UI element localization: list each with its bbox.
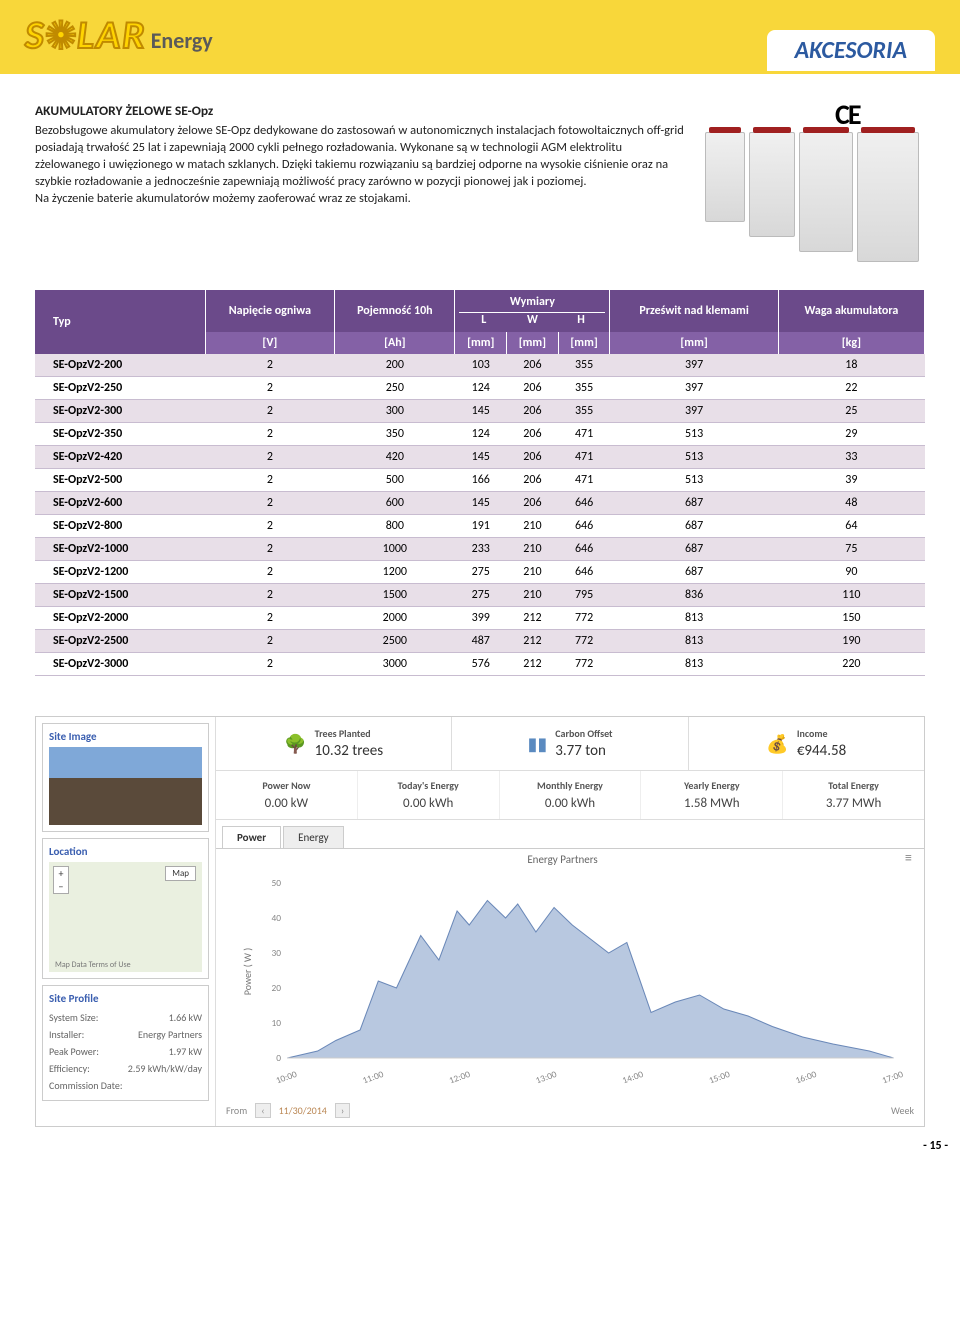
tab-energy[interactable]: Energy	[283, 826, 343, 848]
th-v: [V]	[205, 332, 335, 354]
logo-main: S☀LAR	[25, 10, 147, 59]
svg-text:10:00: 10:00	[274, 1069, 298, 1086]
table-row: SE-OpzV2-200220010320635539718	[35, 354, 925, 377]
chart-tabs: Power Energy	[216, 820, 924, 848]
th-napiecie: Napięcie ogniwa	[205, 290, 335, 332]
table-row: SE-OpzV2-250225012420635539722	[35, 377, 925, 400]
svg-text:30: 30	[272, 948, 282, 959]
svg-text:40: 40	[272, 913, 282, 924]
page-number: - 15 -	[923, 1139, 948, 1153]
chart-menu-icon[interactable]: ≡	[905, 849, 924, 866]
map[interactable]: +− Map Map Data Terms of Use	[49, 862, 202, 972]
page-title: AKCESORIA	[767, 30, 935, 71]
dashboard: Site Image Location +− Map Map Data Term…	[35, 716, 925, 1127]
svg-text:12:00: 12:00	[448, 1069, 472, 1086]
profile-row: Peak Power:1.97 kW	[49, 1043, 202, 1060]
profile-row: Installer:Energy Partners	[49, 1026, 202, 1043]
site-image-panel: Site Image	[42, 723, 209, 832]
stat-box: ▮▮ Carbon Offset3.77 ton	[452, 717, 688, 770]
th-przeswit: Prześwit nad klemami	[610, 290, 778, 332]
svg-text:10: 10	[272, 1018, 282, 1029]
zoom-control[interactable]: +−	[53, 866, 69, 894]
th-mm-w: [mm]	[507, 332, 559, 354]
footer-date: 11/30/2014	[279, 1104, 327, 1117]
energy-box: Power Now0.00 kW	[216, 771, 358, 819]
site-profile-label: Site Profile	[49, 992, 202, 1005]
th-ah: [Ah]	[335, 332, 455, 354]
th-kg: [kg]	[778, 332, 924, 354]
intro-body: Bezobsługowe akumulatory żelowe SE-Opz d…	[35, 123, 685, 207]
chart-ylabel: Power ( W )	[241, 948, 254, 995]
intro-heading: AKUMULATORY ŻELOWE SE-Opz	[35, 102, 685, 120]
table-row: SE-OpzV2-10002100023321064668775	[35, 538, 925, 561]
map-attrib: Map Data Terms of Use	[55, 960, 131, 970]
energy-box: Today's Energy0.00 kWh	[358, 771, 500, 819]
th-waga: Waga akumulatora	[778, 290, 924, 332]
power-chart: 0 10 20 30 40 50 10:00 11:00 12:00 13:00 14:00 15:0…	[256, 878, 904, 1088]
site-image	[49, 747, 202, 825]
footer-from: From	[226, 1104, 247, 1117]
tab-power[interactable]: Power	[222, 826, 281, 848]
energy-box: Monthly Energy0.00 kWh	[500, 771, 642, 819]
th-mm-l: [mm]	[455, 332, 507, 354]
svg-text:16:00: 16:00	[794, 1069, 818, 1086]
energy-box: Yearly Energy1.58 MWh	[641, 771, 783, 819]
spec-table: Typ Napięcie ogniwa Pojemność 10h Wymiar…	[35, 290, 925, 676]
location-panel: Location +− Map Map Data Terms of Use	[42, 838, 209, 979]
table-row: SE-OpzV2-350235012420647151329	[35, 423, 925, 446]
th-typ: Typ	[35, 290, 205, 354]
table-row: SE-OpzV2-800280019121064668764	[35, 515, 925, 538]
table-row: SE-OpzV2-300023000576212772813220	[35, 653, 925, 676]
logo-sub: Energy	[151, 27, 213, 54]
site-image-label: Site Image	[49, 730, 202, 743]
table-row: SE-OpzV2-420242014520647151333	[35, 446, 925, 469]
th-mm-p: [mm]	[610, 332, 778, 354]
th-pojemnosc: Pojemność 10h	[335, 290, 455, 332]
table-row: SE-OpzV2-500250016620647151339	[35, 469, 925, 492]
th-wymiary: Wymiary L W H	[455, 290, 610, 332]
profile-row: Efficiency:2.59 kWh/kW/day	[49, 1060, 202, 1077]
profile-row: Commission Date:	[49, 1077, 202, 1094]
intro-text: AKUMULATORY ŻELOWE SE-Opz Bezobsługowe a…	[35, 102, 685, 262]
stat-box: 🌳 Trees Planted10.32 trees	[216, 717, 452, 770]
map-type-button[interactable]: Map	[165, 866, 196, 881]
table-row: SE-OpzV2-200022000399212772813150	[35, 607, 925, 630]
product-image: CE	[705, 102, 925, 262]
th-mm-h: [mm]	[558, 332, 610, 354]
profile-row: System Size:1.66 kW	[49, 1009, 202, 1026]
table-row: SE-OpzV2-300230014520635539725	[35, 400, 925, 423]
svg-text:17:00: 17:00	[881, 1069, 904, 1086]
svg-text:15:00: 15:00	[707, 1069, 731, 1086]
carbon-icon: ▮▮	[527, 733, 547, 755]
location-label: Location	[49, 845, 202, 858]
svg-text:11:00: 11:00	[361, 1069, 385, 1086]
money-icon: 💰	[766, 733, 788, 755]
header-band: S☀LAR Energy AKCESORIA	[0, 0, 960, 74]
stat-box: 💰 Income€944.58	[689, 717, 924, 770]
svg-text:14:00: 14:00	[621, 1069, 645, 1086]
table-row: SE-OpzV2-150021500275210795836110	[35, 584, 925, 607]
trees-icon: 🌳	[284, 733, 306, 755]
site-profile-panel: Site Profile System Size:1.66 kWInstalle…	[42, 985, 209, 1101]
table-row: SE-OpzV2-250022500487212772813190	[35, 630, 925, 653]
svg-text:50: 50	[272, 878, 282, 889]
logo: S☀LAR Energy	[25, 10, 213, 59]
footer-week[interactable]: Week	[891, 1104, 914, 1117]
svg-text:20: 20	[272, 983, 282, 994]
table-row: SE-OpzV2-600260014520664668748	[35, 492, 925, 515]
prev-button[interactable]: ‹	[255, 1103, 270, 1118]
energy-box: Total Energy3.77 MWh	[783, 771, 924, 819]
svg-text:0: 0	[276, 1053, 281, 1064]
battery-images	[705, 132, 925, 262]
svg-text:13:00: 13:00	[534, 1069, 558, 1086]
chart-title: Energy Partners	[216, 849, 924, 870]
table-row: SE-OpzV2-12002120027521064668790	[35, 561, 925, 584]
next-button[interactable]: ›	[335, 1103, 350, 1118]
